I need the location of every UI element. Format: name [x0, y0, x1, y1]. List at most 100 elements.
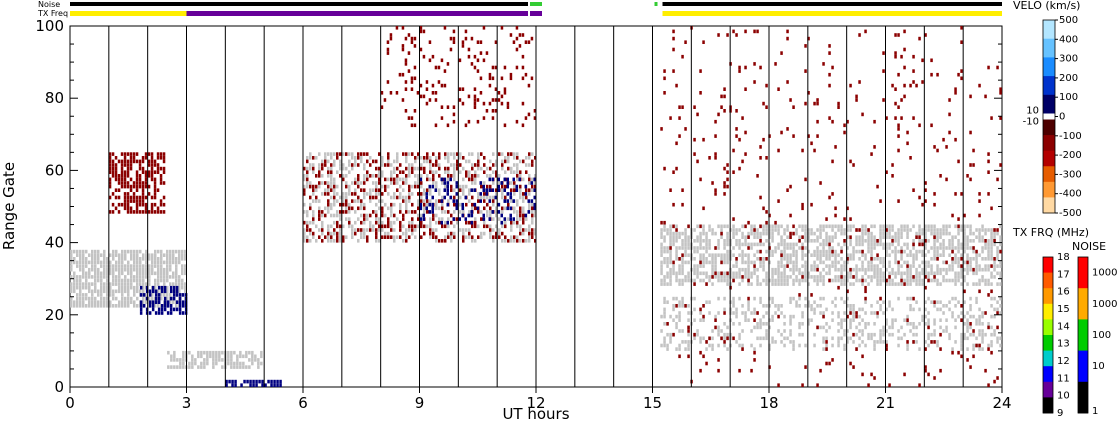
data-point [126, 166, 130, 171]
data-point [303, 177, 306, 182]
data-point [531, 217, 534, 221]
data-point [88, 296, 91, 301]
data-point [897, 127, 900, 131]
data-point [531, 213, 534, 218]
data-point [825, 264, 828, 268]
data-point [846, 228, 849, 232]
data-point [666, 231, 669, 236]
data-point [426, 199, 429, 203]
data-point [133, 285, 136, 290]
data-point [852, 224, 855, 229]
data-point [501, 184, 504, 189]
data-point [951, 278, 954, 283]
data-point [399, 184, 402, 189]
data-point [516, 239, 519, 243]
data-point [975, 264, 978, 268]
data-point [459, 202, 462, 207]
data-point [849, 318, 852, 322]
data-point [987, 267, 990, 272]
data-point [348, 224, 351, 229]
data-point [723, 224, 726, 229]
data-point [834, 257, 837, 261]
data-point [978, 192, 981, 196]
data-point [330, 184, 333, 189]
data-point [987, 322, 990, 326]
data-point [987, 228, 990, 232]
data-point [771, 278, 774, 283]
data-point [173, 358, 176, 362]
data-point [162, 159, 166, 164]
data-point [777, 304, 780, 308]
data-point [957, 246, 960, 250]
data-point [236, 365, 239, 369]
data-point [888, 271, 891, 276]
data-point [933, 224, 936, 229]
data-point [366, 177, 369, 182]
data-point [91, 257, 94, 261]
data-point [966, 246, 969, 250]
data-point [837, 101, 840, 106]
data-point [172, 249, 175, 254]
data-point [345, 206, 348, 211]
data-point [410, 80, 414, 84]
data-point [789, 260, 792, 265]
data-point [684, 40, 687, 44]
data-point [825, 329, 828, 333]
data-point [801, 235, 804, 239]
data-point [918, 278, 921, 283]
data-point [771, 224, 774, 229]
data-point [840, 322, 843, 326]
data-point [375, 195, 378, 200]
data-point [849, 217, 852, 221]
data-point [524, 213, 527, 218]
data-point [813, 311, 816, 315]
data-point [891, 307, 894, 312]
data-point [393, 181, 396, 185]
data-point [408, 188, 411, 192]
data-point [315, 188, 318, 192]
data-point [942, 224, 945, 229]
data-point [972, 148, 975, 153]
data-point [175, 257, 178, 261]
data-point [142, 275, 145, 279]
data-point [744, 152, 747, 156]
data-point [777, 307, 780, 312]
data-point [888, 231, 891, 236]
data-point [194, 361, 197, 366]
data-point [124, 257, 127, 261]
data-point [489, 174, 492, 178]
data-point [336, 152, 339, 156]
data-point [516, 217, 519, 221]
data-point [354, 231, 357, 236]
data-point [780, 264, 783, 268]
data-point [459, 163, 462, 167]
data-point [510, 239, 513, 243]
data-point [159, 199, 163, 203]
data-point [798, 325, 801, 330]
data-point [390, 174, 393, 178]
data-point [951, 260, 954, 265]
data-point [672, 264, 675, 268]
data-point [888, 253, 891, 257]
data-point [172, 289, 176, 294]
data-point [669, 275, 672, 279]
data-point [969, 163, 972, 167]
data-point [738, 271, 741, 276]
data-point [873, 347, 876, 351]
data-point [750, 228, 753, 232]
data-point [494, 98, 498, 102]
data-point [73, 304, 76, 308]
data-point [921, 267, 924, 272]
data-point [160, 253, 163, 257]
data-point [366, 174, 369, 178]
data-point [768, 231, 771, 236]
data-point [106, 278, 109, 283]
data-point [981, 336, 984, 341]
data-point [181, 267, 184, 272]
data-point [443, 83, 447, 88]
data-point [108, 210, 112, 214]
data-point [82, 267, 85, 272]
data-point [759, 239, 762, 243]
data-point [795, 231, 798, 236]
data-point [276, 383, 279, 387]
